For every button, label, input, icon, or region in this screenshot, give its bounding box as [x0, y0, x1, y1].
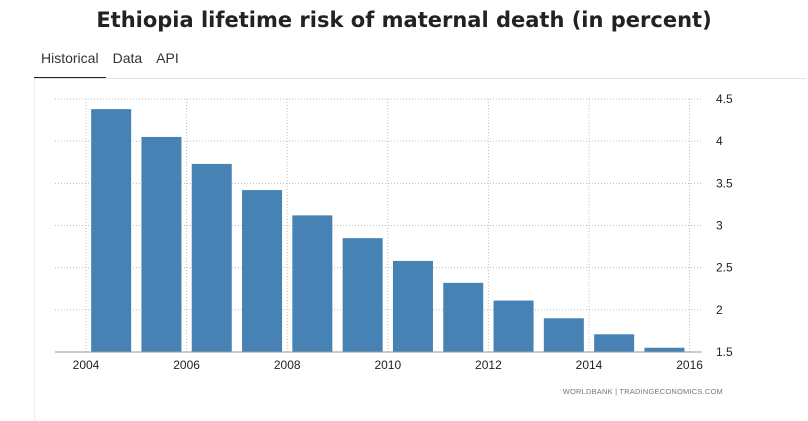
- y-tick-label: 4: [716, 134, 723, 148]
- bar-2006: [191, 163, 232, 352]
- bar-2008: [292, 215, 333, 352]
- x-tick-label: 2004: [73, 358, 100, 372]
- bar-2009: [342, 238, 383, 352]
- y-tick-label: 3: [716, 219, 723, 233]
- bar-2012: [493, 300, 534, 352]
- bar-2014: [594, 334, 635, 352]
- bar-chart: 1.5 2 2.5 3 3.5 4 4.5 2004 2006 2008 2010 2012 2014 2…: [55, 92, 733, 396]
- tab-api[interactable]: API: [156, 50, 179, 66]
- bar-2015: [644, 347, 685, 352]
- tab-bar: Historical Data API: [34, 47, 186, 79]
- tab-data[interactable]: Data: [112, 50, 143, 66]
- chart-panel: 1.5 2 2.5 3 3.5 4 4.5 2004 2006 2008 2010 2012 2014 2…: [34, 79, 806, 421]
- bar-2011: [443, 282, 484, 352]
- bar-2005: [141, 136, 182, 352]
- bar-2004: [91, 109, 132, 353]
- x-tick-label: 2012: [475, 358, 502, 372]
- bar-2010: [392, 260, 433, 352]
- source-credit: WORLDBANK | TRADINGECONOMICS.COM: [563, 387, 723, 396]
- x-tick-label: 2014: [576, 358, 603, 372]
- tab-divider: [34, 78, 806, 79]
- y-tick-label: 2.5: [716, 261, 733, 275]
- x-tick-label: 2010: [374, 358, 401, 372]
- page-title: Ethiopia lifetime risk of maternal death…: [96, 8, 712, 32]
- y-tick-label: 2: [716, 303, 723, 317]
- y-tick-label: 3.5: [716, 176, 733, 190]
- bar-2007: [242, 190, 283, 352]
- y-tick-label: 1.5: [716, 345, 733, 359]
- tab-historical[interactable]: Historical: [34, 47, 106, 79]
- y-tick-label: 4.5: [716, 92, 733, 106]
- x-tick-label: 2006: [173, 358, 200, 372]
- x-tick-label: 2016: [676, 358, 703, 372]
- bar-2013: [543, 318, 584, 352]
- x-tick-label: 2008: [274, 358, 301, 372]
